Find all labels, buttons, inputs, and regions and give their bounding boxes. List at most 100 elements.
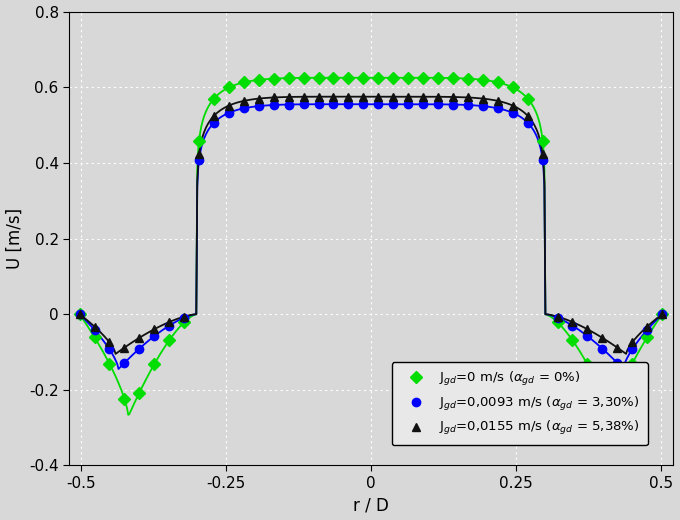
J$_{gd}$=0,0093 m/s ($\alpha_{gd}$ = 3,30%) bbox=[225, 110, 233, 116]
J$_{gd}$=0,0155 m/s ($\alpha_{gd}$ = 5,38%) bbox=[658, 311, 666, 317]
J$_{gd}$=0 m/s ($\alpha_{gd}$ = 0%) bbox=[165, 337, 173, 343]
J$_{gd}$=0 m/s ($\alpha_{gd}$ = 0%) bbox=[195, 137, 203, 144]
J$_{gd}$=0,0093 m/s ($\alpha_{gd}$ = 3,30%) bbox=[389, 101, 397, 107]
J$_{gd}$=0 m/s ($\alpha_{gd}$ = 0%) bbox=[524, 95, 532, 101]
J$_{gd}$=0,0093 m/s ($\alpha_{gd}$ = 3,30%) bbox=[613, 360, 622, 366]
J$_{gd}$=0 m/s ($\alpha_{gd}$ = 0%) bbox=[554, 319, 562, 326]
J$_{gd}$=0 m/s ($\alpha_{gd}$ = 0%) bbox=[658, 311, 666, 317]
J$_{gd}$=0 m/s ($\alpha_{gd}$ = 0%) bbox=[479, 77, 487, 83]
J$_{gd}$=0,0155 m/s ($\alpha_{gd}$ = 5,38%) bbox=[135, 335, 143, 341]
J$_{gd}$=0,0093 m/s ($\alpha_{gd}$ = 3,30%) bbox=[75, 311, 84, 317]
Line: J$_{gd}$=0,0155 m/s ($\alpha_{gd}$ = 5,38%): J$_{gd}$=0,0155 m/s ($\alpha_{gd}$ = 5,3… bbox=[75, 93, 666, 352]
J$_{gd}$=0 m/s ($\alpha_{gd}$ = 0%) bbox=[150, 361, 158, 367]
J$_{gd}$=0 m/s ($\alpha_{gd}$ = 0%) bbox=[75, 311, 84, 317]
J$_{gd}$=0,0093 m/s ($\alpha_{gd}$ = 3,30%) bbox=[568, 322, 577, 329]
J$_{gd}$=0,0093 m/s ($\alpha_{gd}$ = 3,30%) bbox=[539, 157, 547, 163]
Line: J$_{gd}$=0 m/s ($\alpha_{gd}$ = 0%): J$_{gd}$=0 m/s ($\alpha_{gd}$ = 0%) bbox=[75, 74, 666, 403]
J$_{gd}$=0,0093 m/s ($\alpha_{gd}$ = 3,30%) bbox=[449, 101, 457, 108]
J$_{gd}$=0 m/s ($\alpha_{gd}$ = 0%) bbox=[628, 361, 636, 367]
J$_{gd}$=0,0093 m/s ($\alpha_{gd}$ = 3,30%) bbox=[583, 333, 592, 339]
J$_{gd}$=0,0093 m/s ($\alpha_{gd}$ = 3,30%) bbox=[344, 101, 352, 107]
J$_{gd}$=0,0093 m/s ($\alpha_{gd}$ = 3,30%) bbox=[120, 360, 129, 366]
J$_{gd}$=0,0155 m/s ($\alpha_{gd}$ = 5,38%) bbox=[329, 94, 337, 100]
J$_{gd}$=0,0093 m/s ($\alpha_{gd}$ = 3,30%) bbox=[300, 101, 308, 108]
J$_{gd}$=0,0155 m/s ($\alpha_{gd}$ = 5,38%) bbox=[90, 323, 99, 330]
J$_{gd}$=0,0155 m/s ($\alpha_{gd}$ = 5,38%) bbox=[598, 335, 607, 341]
J$_{gd}$=0,0155 m/s ($\alpha_{gd}$ = 5,38%) bbox=[509, 102, 517, 109]
J$_{gd}$=0 m/s ($\alpha_{gd}$ = 0%) bbox=[404, 75, 412, 81]
Line: J$_{gd}$=0,0093 m/s ($\alpha_{gd}$ = 3,30%): J$_{gd}$=0,0093 m/s ($\alpha_{gd}$ = 3,3… bbox=[75, 100, 666, 367]
J$_{gd}$=0 m/s ($\alpha_{gd}$ = 0%) bbox=[568, 337, 577, 343]
J$_{gd}$=0 m/s ($\alpha_{gd}$ = 0%) bbox=[434, 75, 442, 81]
J$_{gd}$=0,0093 m/s ($\alpha_{gd}$ = 3,30%) bbox=[359, 101, 367, 107]
J$_{gd}$=0,0155 m/s ($\alpha_{gd}$ = 5,38%) bbox=[180, 314, 188, 320]
J$_{gd}$=0 m/s ($\alpha_{gd}$ = 0%) bbox=[494, 79, 502, 85]
J$_{gd}$=0,0155 m/s ($\alpha_{gd}$ = 5,38%) bbox=[240, 98, 248, 104]
J$_{gd}$=0,0093 m/s ($\alpha_{gd}$ = 3,30%) bbox=[165, 322, 173, 329]
J$_{gd}$=0 m/s ($\alpha_{gd}$ = 0%) bbox=[300, 75, 308, 81]
J$_{gd}$=0,0155 m/s ($\alpha_{gd}$ = 5,38%) bbox=[479, 96, 487, 102]
J$_{gd}$=0,0093 m/s ($\alpha_{gd}$ = 3,30%) bbox=[285, 101, 293, 108]
J$_{gd}$=0 m/s ($\alpha_{gd}$ = 0%) bbox=[539, 137, 547, 144]
J$_{gd}$=0,0093 m/s ($\alpha_{gd}$ = 3,30%) bbox=[479, 103, 487, 109]
J$_{gd}$=0,0093 m/s ($\alpha_{gd}$ = 3,30%) bbox=[404, 101, 412, 107]
J$_{gd}$=0,0093 m/s ($\alpha_{gd}$ = 3,30%) bbox=[554, 315, 562, 321]
J$_{gd}$=0 m/s ($\alpha_{gd}$ = 0%) bbox=[344, 75, 352, 81]
Y-axis label: U [m/s]: U [m/s] bbox=[5, 208, 24, 269]
J$_{gd}$=0,0155 m/s ($\alpha_{gd}$ = 5,38%) bbox=[628, 339, 636, 345]
J$_{gd}$=0,0093 m/s ($\alpha_{gd}$ = 3,30%) bbox=[150, 333, 158, 339]
J$_{gd}$=0 m/s ($\alpha_{gd}$ = 0%) bbox=[613, 396, 622, 402]
J$_{gd}$=0 m/s ($\alpha_{gd}$ = 0%) bbox=[314, 75, 322, 81]
J$_{gd}$=0,0155 m/s ($\alpha_{gd}$ = 5,38%) bbox=[464, 94, 472, 100]
J$_{gd}$=0,0155 m/s ($\alpha_{gd}$ = 5,38%) bbox=[255, 96, 263, 102]
J$_{gd}$=0,0093 m/s ($\alpha_{gd}$ = 3,30%) bbox=[494, 105, 502, 111]
J$_{gd}$=0,0155 m/s ($\alpha_{gd}$ = 5,38%) bbox=[449, 94, 457, 100]
J$_{gd}$=0 m/s ($\alpha_{gd}$ = 0%) bbox=[329, 75, 337, 81]
J$_{gd}$=0,0155 m/s ($\alpha_{gd}$ = 5,38%) bbox=[285, 94, 293, 100]
J$_{gd}$=0 m/s ($\alpha_{gd}$ = 0%) bbox=[255, 77, 263, 83]
J$_{gd}$=0,0155 m/s ($\alpha_{gd}$ = 5,38%) bbox=[165, 319, 173, 325]
J$_{gd}$=0,0093 m/s ($\alpha_{gd}$ = 3,30%) bbox=[374, 101, 382, 107]
J$_{gd}$=0,0093 m/s ($\alpha_{gd}$ = 3,30%) bbox=[419, 101, 427, 107]
J$_{gd}$=0,0093 m/s ($\alpha_{gd}$ = 3,30%) bbox=[434, 101, 442, 108]
J$_{gd}$=0,0155 m/s ($\alpha_{gd}$ = 5,38%) bbox=[643, 323, 651, 330]
J$_{gd}$=0,0155 m/s ($\alpha_{gd}$ = 5,38%) bbox=[75, 311, 84, 317]
J$_{gd}$=0,0093 m/s ($\alpha_{gd}$ = 3,30%) bbox=[195, 157, 203, 163]
X-axis label: r / D: r / D bbox=[353, 497, 389, 514]
J$_{gd}$=0,0093 m/s ($\alpha_{gd}$ = 3,30%) bbox=[180, 315, 188, 321]
J$_{gd}$=0 m/s ($\alpha_{gd}$ = 0%) bbox=[135, 389, 143, 396]
J$_{gd}$=0,0093 m/s ($\alpha_{gd}$ = 3,30%) bbox=[135, 345, 143, 352]
J$_{gd}$=0 m/s ($\alpha_{gd}$ = 0%) bbox=[225, 84, 233, 90]
J$_{gd}$=0,0093 m/s ($\alpha_{gd}$ = 3,30%) bbox=[240, 105, 248, 111]
J$_{gd}$=0,0155 m/s ($\alpha_{gd}$ = 5,38%) bbox=[344, 94, 352, 100]
J$_{gd}$=0,0093 m/s ($\alpha_{gd}$ = 3,30%) bbox=[270, 102, 278, 108]
J$_{gd}$=0 m/s ($\alpha_{gd}$ = 0%) bbox=[509, 84, 517, 90]
J$_{gd}$=0 m/s ($\alpha_{gd}$ = 0%) bbox=[598, 389, 607, 396]
J$_{gd}$=0,0093 m/s ($\alpha_{gd}$ = 3,30%) bbox=[314, 101, 322, 107]
J$_{gd}$=0,0093 m/s ($\alpha_{gd}$ = 3,30%) bbox=[329, 101, 337, 107]
J$_{gd}$=0,0155 m/s ($\alpha_{gd}$ = 5,38%) bbox=[524, 113, 532, 119]
J$_{gd}$=0 m/s ($\alpha_{gd}$ = 0%) bbox=[105, 361, 114, 367]
J$_{gd}$=0,0093 m/s ($\alpha_{gd}$ = 3,30%) bbox=[509, 110, 517, 116]
J$_{gd}$=0,0155 m/s ($\alpha_{gd}$ = 5,38%) bbox=[150, 326, 158, 332]
J$_{gd}$=0,0093 m/s ($\alpha_{gd}$ = 3,30%) bbox=[524, 120, 532, 126]
J$_{gd}$=0 m/s ($\alpha_{gd}$ = 0%) bbox=[389, 75, 397, 81]
J$_{gd}$=0 m/s ($\alpha_{gd}$ = 0%) bbox=[419, 75, 427, 81]
J$_{gd}$=0,0155 m/s ($\alpha_{gd}$ = 5,38%) bbox=[539, 151, 547, 158]
J$_{gd}$=0,0155 m/s ($\alpha_{gd}$ = 5,38%) bbox=[359, 94, 367, 100]
J$_{gd}$=0,0155 m/s ($\alpha_{gd}$ = 5,38%) bbox=[314, 94, 322, 100]
J$_{gd}$=0 m/s ($\alpha_{gd}$ = 0%) bbox=[285, 75, 293, 81]
J$_{gd}$=0 m/s ($\alpha_{gd}$ = 0%) bbox=[210, 95, 218, 101]
J$_{gd}$=0,0155 m/s ($\alpha_{gd}$ = 5,38%) bbox=[389, 94, 397, 100]
J$_{gd}$=0,0093 m/s ($\alpha_{gd}$ = 3,30%) bbox=[210, 120, 218, 126]
J$_{gd}$=0 m/s ($\alpha_{gd}$ = 0%) bbox=[120, 396, 129, 402]
J$_{gd}$=0 m/s ($\alpha_{gd}$ = 0%) bbox=[270, 75, 278, 82]
J$_{gd}$=0,0155 m/s ($\alpha_{gd}$ = 5,38%) bbox=[494, 98, 502, 104]
J$_{gd}$=0,0093 m/s ($\alpha_{gd}$ = 3,30%) bbox=[464, 102, 472, 108]
J$_{gd}$=0,0155 m/s ($\alpha_{gd}$ = 5,38%) bbox=[225, 102, 233, 109]
J$_{gd}$=0 m/s ($\alpha_{gd}$ = 0%) bbox=[90, 334, 99, 341]
Legend: J$_{gd}$=0 m/s ($\alpha_{gd}$ = 0%), J$_{gd}$=0,0093 m/s ($\alpha_{gd}$ = 3,30%): J$_{gd}$=0 m/s ($\alpha_{gd}$ = 0%), J$_… bbox=[392, 362, 648, 445]
J$_{gd}$=0,0155 m/s ($\alpha_{gd}$ = 5,38%) bbox=[195, 151, 203, 158]
J$_{gd}$=0,0155 m/s ($\alpha_{gd}$ = 5,38%) bbox=[270, 94, 278, 100]
J$_{gd}$=0,0155 m/s ($\alpha_{gd}$ = 5,38%) bbox=[404, 94, 412, 100]
